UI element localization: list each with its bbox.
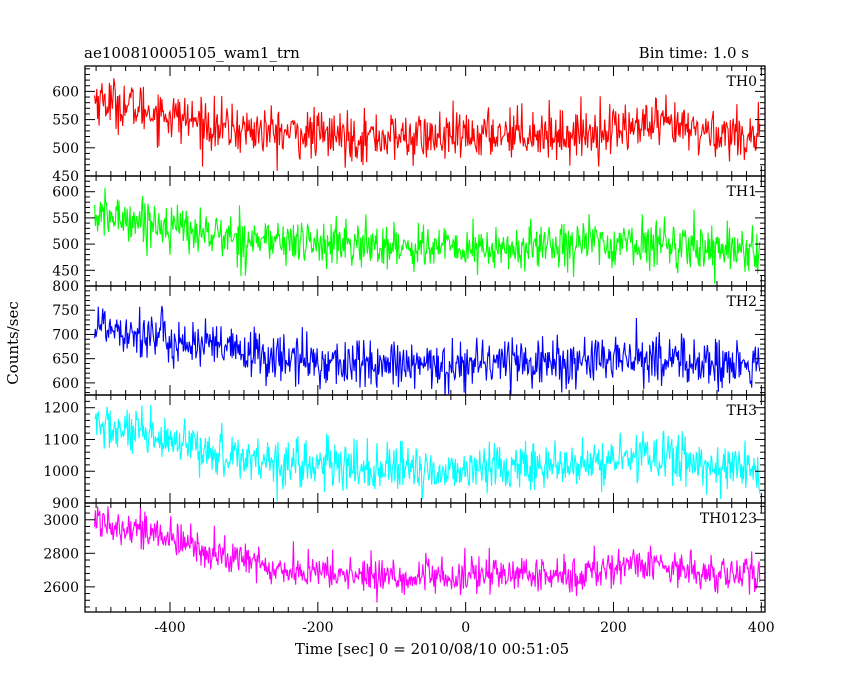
panel-label-th2: TH2 — [727, 294, 757, 310]
y-tick-label: 900 — [52, 496, 79, 512]
y-tick-label: 600 — [52, 376, 79, 392]
y-tick-label: 700 — [52, 327, 79, 343]
series-line-th2 — [94, 305, 761, 395]
series-line-th0 — [94, 78, 761, 171]
x-axis-label: Time [sec] 0 = 2010/08/10 00:51:05 — [295, 640, 569, 658]
panel-label-th3: TH3 — [727, 403, 757, 419]
y-tick-label: 450 — [52, 169, 79, 185]
y-tick-label: 2800 — [43, 546, 79, 562]
y-tick-label: 750 — [52, 303, 79, 319]
y-tick-label: 1200 — [43, 401, 79, 417]
y-tick-label: 3000 — [43, 513, 79, 529]
plot-layer: 450 500 550 600 TH0 450 500 550 600 TH1 600 650 700 7… — [43, 65, 775, 636]
y-tick-label: 650 — [52, 352, 79, 368]
panel-label-th0: TH0 — [727, 74, 757, 90]
y-tick-label: 500 — [52, 237, 79, 253]
bin-time-label: Bin time: 1.0 s — [638, 44, 749, 62]
y-tick-label: 450 — [52, 263, 79, 279]
series-line-th3 — [94, 405, 761, 502]
panel-label-th0123: TH0123 — [700, 511, 757, 527]
y-axis-label: Counts/sec — [4, 301, 22, 385]
y-tick-label: 1000 — [43, 464, 79, 480]
series-line-th0123 — [94, 506, 761, 603]
x-tick-label: -400 — [154, 620, 185, 636]
panel-frame-th2 — [84, 285, 766, 396]
x-tick-label: -200 — [302, 620, 333, 636]
series-line-th1 — [94, 187, 761, 284]
y-tick-label: 550 — [52, 211, 79, 227]
y-tick-label: 800 — [52, 279, 79, 295]
x-tick-label: 400 — [748, 620, 775, 636]
y-tick-label: 600 — [52, 84, 79, 100]
y-tick-label: 550 — [52, 113, 79, 129]
y-tick-label: 500 — [52, 141, 79, 157]
x-tick-label: 0 — [461, 620, 470, 636]
panel-label-th1: TH1 — [727, 184, 757, 200]
y-tick-label: 1100 — [43, 432, 79, 448]
panel-frame-th0123 — [84, 502, 766, 613]
y-tick-label: 600 — [52, 185, 79, 201]
x-tick-label: 200 — [600, 620, 627, 636]
chart-title: ae100810005105_wam1_trn — [84, 44, 300, 62]
y-tick-label: 2600 — [43, 580, 79, 596]
